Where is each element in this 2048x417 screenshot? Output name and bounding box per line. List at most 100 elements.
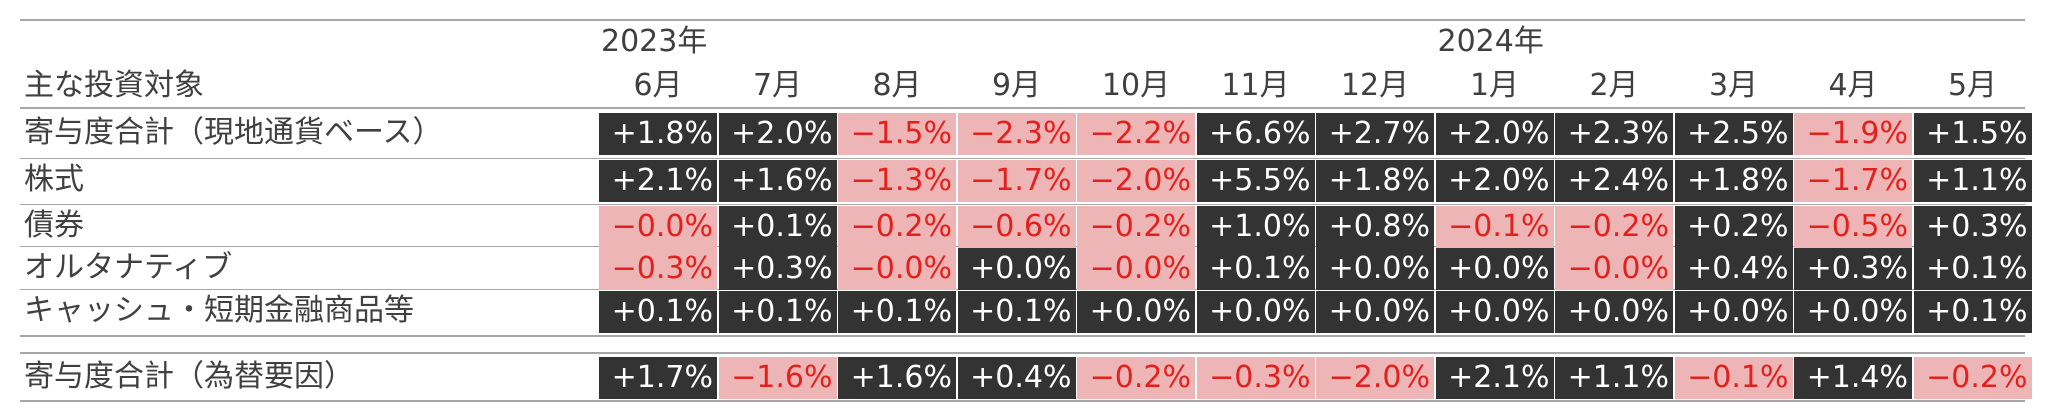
table-cell: +1.6% — [718, 160, 837, 202]
table-cell: +0.1% — [599, 291, 717, 333]
table-cell: +2.4% — [1555, 160, 1673, 202]
table-cell: −0.0% — [1555, 248, 1673, 290]
table-cell: +0.3% — [1794, 248, 1912, 290]
fx-top-rule — [20, 352, 2025, 354]
table-cell: −0.3% — [599, 248, 717, 290]
table-cell: +0.4% — [1674, 248, 1793, 290]
header-bottom-rule — [20, 107, 2025, 109]
table-cell: +0.1% — [1913, 291, 2032, 333]
table-cell: −2.0% — [1077, 160, 1195, 202]
row-label: 株式 — [24, 162, 84, 197]
month-header: 6月 — [633, 68, 683, 103]
table-cell: −1.3% — [838, 160, 956, 202]
table-cell: +0.3% — [1913, 206, 2032, 248]
month-header: 5月 — [1947, 68, 1998, 103]
table-cell: −0.6% — [957, 206, 1076, 248]
table-cell: +0.0% — [1794, 291, 1912, 333]
table-cell: −0.2% — [1555, 206, 1673, 248]
table-cell: +1.8% — [1316, 160, 1434, 202]
table-cell: +6.6% — [1196, 113, 1315, 155]
row-label: キャッシュ・短期金融商品等 — [24, 293, 414, 328]
month-header: 11月 — [1221, 68, 1290, 103]
fx-cell: +2.1% — [1435, 357, 1554, 399]
table-cell: +0.0% — [1555, 291, 1673, 333]
table-cell: +2.0% — [1435, 113, 1554, 155]
table-bottom-rule — [20, 400, 2025, 402]
row-divider — [20, 158, 2025, 159]
fx-cell: −0.2% — [1913, 357, 2032, 399]
table-cell: +2.0% — [718, 113, 837, 155]
table-cell: −1.7% — [957, 160, 1076, 202]
section-end-rule — [20, 335, 2025, 337]
table-cell: +1.0% — [1196, 206, 1315, 248]
table-cell: +0.8% — [1316, 206, 1434, 248]
row-label: 債券 — [24, 208, 84, 243]
table-cell: −0.5% — [1794, 206, 1912, 248]
table-cell: +2.5% — [1674, 113, 1793, 155]
fx-cell: +1.6% — [838, 357, 956, 399]
table-cell: −1.7% — [1794, 160, 1912, 202]
fx-cell: −2.0% — [1316, 357, 1434, 399]
table-cell: +1.8% — [1674, 160, 1793, 202]
fx-cell: +1.4% — [1794, 357, 1912, 399]
month-header: 3月 — [1708, 68, 1759, 103]
month-header: 9月 — [991, 68, 1042, 103]
table-cell: −0.2% — [1077, 206, 1195, 248]
table-cell: +0.0% — [1316, 291, 1434, 333]
table-cell: −0.0% — [838, 248, 956, 290]
table-cell: +0.3% — [718, 248, 837, 290]
fx-cell: −0.1% — [1674, 357, 1793, 399]
fx-cell: −1.6% — [718, 357, 837, 399]
table-cell: +5.5% — [1196, 160, 1315, 202]
fx-cell: −0.2% — [1077, 357, 1195, 399]
table-cell: +0.0% — [1196, 291, 1315, 333]
table-cell: −1.5% — [838, 113, 956, 155]
table-cell: +0.1% — [957, 291, 1076, 333]
table-cell: −0.0% — [599, 206, 717, 248]
fx-row-label: 寄与度合計（為替要因） — [24, 359, 354, 394]
year-label: 2023年 — [601, 24, 708, 59]
table-cell: +2.7% — [1316, 113, 1434, 155]
table-cell: +1.8% — [599, 113, 717, 155]
table-cell: +0.0% — [1077, 291, 1195, 333]
table-cell: +0.1% — [838, 291, 956, 333]
year-label: 2024年 — [1437, 24, 1544, 59]
table-cell: +0.2% — [1674, 206, 1793, 248]
table-cell: +0.0% — [1316, 248, 1434, 290]
table-cell: +0.0% — [1674, 291, 1793, 333]
table-cell: +1.5% — [1913, 113, 2032, 155]
row-label: 寄与度合計（現地通貨ベース） — [24, 115, 443, 150]
month-header: 7月 — [752, 68, 803, 103]
month-header: 2月 — [1589, 68, 1639, 103]
row-label: オルタナティブ — [24, 250, 233, 285]
table-cell: −0.1% — [1435, 206, 1554, 248]
table-top-rule — [20, 19, 2025, 21]
month-header: 10月 — [1101, 68, 1171, 103]
fx-cell: +1.7% — [599, 357, 717, 399]
month-header: 1月 — [1469, 68, 1520, 103]
table-cell: +0.0% — [1435, 248, 1554, 290]
table-cell: +2.3% — [1555, 113, 1673, 155]
table-cell: +0.1% — [1913, 248, 2032, 290]
table-cell: +0.0% — [957, 248, 1076, 290]
month-header: 8月 — [872, 68, 922, 103]
table-cell: −0.2% — [838, 206, 956, 248]
table-cell: −2.3% — [957, 113, 1076, 155]
fx-cell: +1.1% — [1555, 357, 1673, 399]
table-cell: +0.0% — [1435, 291, 1554, 333]
table-cell: +1.1% — [1913, 160, 2032, 202]
fx-cell: +0.4% — [957, 357, 1076, 399]
table-cell: +0.1% — [1196, 248, 1315, 290]
table-cell: −1.9% — [1794, 113, 1912, 155]
row-divider — [20, 204, 2025, 205]
table-cell: −0.0% — [1077, 248, 1195, 290]
month-header: 12月 — [1340, 68, 1410, 103]
table-cell: +2.0% — [1435, 160, 1554, 202]
table-cell: +2.1% — [599, 160, 717, 202]
header-label: 主な投資対象 — [24, 68, 204, 103]
month-header: 4月 — [1828, 68, 1878, 103]
table-cell: −2.2% — [1077, 113, 1195, 155]
table-cell: +0.1% — [718, 291, 837, 333]
table-cell: +0.1% — [718, 206, 837, 248]
